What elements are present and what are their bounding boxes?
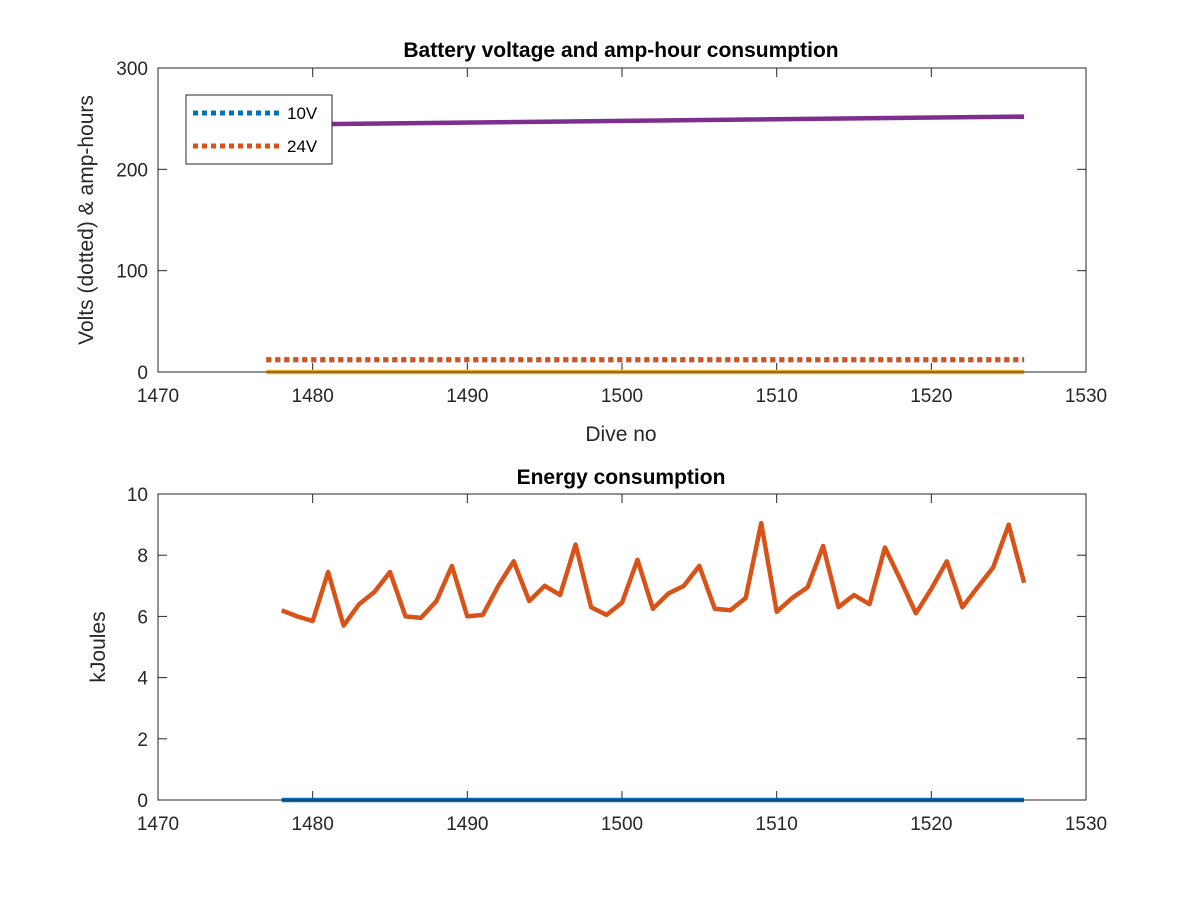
- x-tick-label: 1500: [601, 814, 643, 835]
- energy-chart: Energy consumption 1470 1480 1490 1500 1510 1…: [87, 466, 1107, 835]
- x-tick-label: 1520: [910, 814, 952, 835]
- voltage-chart: Battery voltage and amp-hour consumption…: [75, 39, 1107, 446]
- x-tick-label: 1490: [446, 814, 488, 835]
- x-tick-label: 1510: [756, 814, 798, 835]
- x-tick-label: 1480: [292, 386, 334, 407]
- x-tick-label: 1480: [292, 814, 334, 835]
- x-tick-label: 1530: [1065, 814, 1107, 835]
- voltage-chart-axes-box: [157, 67, 1087, 373]
- series-line-0-3: [266, 114, 1025, 127]
- series-line-1-1: [280, 520, 1027, 628]
- x-tick-label: 1490: [446, 386, 488, 407]
- y-tick-label: 0: [137, 791, 148, 812]
- y-tick-label: 10: [127, 485, 148, 506]
- y-tick-label: 2: [137, 730, 148, 751]
- y-tick-label: 4: [137, 669, 148, 690]
- voltage-chart-tick-labels: 1470 1480 1490 1500 1510 1520 1530 0 100 200 300: [116, 59, 1107, 407]
- y-tick-label: 6: [137, 607, 148, 628]
- x-tick-label: 1510: [756, 386, 798, 407]
- legend-box: [185, 94, 333, 165]
- energy-chart-title: Energy consumption: [517, 466, 726, 489]
- voltage-chart-xlabel: Dive no: [585, 423, 656, 446]
- energy-chart-axes-box: [157, 493, 1087, 801]
- y-tick-label: 8: [137, 546, 148, 567]
- y-tick-label: 300: [116, 59, 148, 80]
- legend-label-24v: 24V: [287, 137, 318, 156]
- y-tick-label: 200: [116, 160, 148, 181]
- x-tick-label: 1500: [601, 386, 643, 407]
- energy-chart-tick-labels: 1470 1480 1490 1500 1510 1520 1530 0 2 4 6 8 10: [127, 485, 1107, 835]
- voltage-chart-title: Battery voltage and amp-hour consumption: [403, 39, 838, 62]
- legend-label-10v: 10V: [287, 104, 318, 123]
- y-tick-label: 0: [137, 363, 148, 384]
- y-tick-label: 100: [116, 262, 148, 283]
- energy-chart-ylabel: kJoules: [87, 611, 110, 682]
- voltage-chart-ylabel: Volts (dotted) & amp-hours: [75, 95, 98, 345]
- voltage-chart-legend: 10V 24V: [185, 94, 333, 165]
- x-tick-label: 1530: [1065, 386, 1107, 407]
- x-tick-label: 1470: [137, 386, 179, 407]
- x-tick-label: 1470: [137, 814, 179, 835]
- x-tick-label: 1520: [910, 386, 952, 407]
